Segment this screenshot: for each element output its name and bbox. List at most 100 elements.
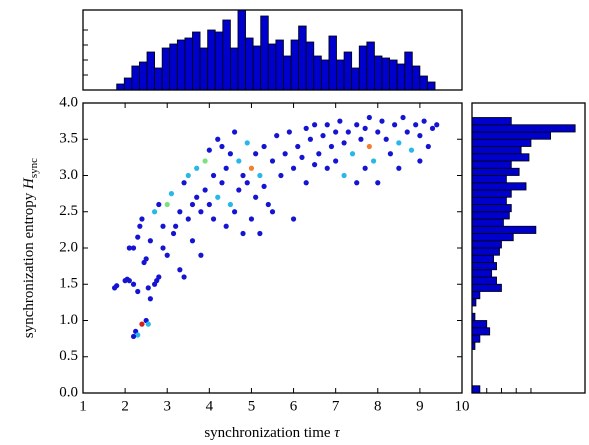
scatter-point: [160, 245, 166, 251]
scatter-point: [156, 201, 162, 208]
histogram-bar: [471, 262, 497, 271]
scatter-point: [392, 122, 398, 128]
scatter-point: [177, 267, 183, 273]
x-tick-label: 2: [121, 398, 129, 414]
scatter-point: [387, 151, 394, 157]
histogram-bar: [161, 47, 171, 91]
x-tick-label: 8: [374, 398, 382, 414]
scatter-point: [366, 114, 372, 121]
scatter-point: [261, 143, 267, 150]
scatter-point: [143, 256, 149, 262]
scatter-point: [185, 172, 191, 179]
histogram-bar: [283, 55, 292, 91]
scatter-point: [248, 216, 255, 222]
scatter-point: [366, 143, 372, 150]
y-label-symbol: H: [21, 177, 37, 190]
scatter-point: [126, 278, 132, 284]
scatter-point: [269, 209, 276, 215]
histogram-bar: [471, 247, 500, 256]
scatter-point: [198, 252, 204, 258]
scatter-point: [215, 136, 221, 142]
scatter-point: [421, 118, 427, 124]
scatter-point: [290, 165, 297, 171]
scatter-point: [408, 147, 415, 153]
scatter-point: [147, 238, 153, 244]
axes-frame: [82, 102, 463, 394]
scatter-point: [362, 165, 368, 171]
y-tick-label: 1.0: [59, 312, 78, 328]
scatter-point: [164, 201, 170, 208]
scatter-point: [135, 288, 141, 295]
scatter-point: [168, 191, 175, 197]
scatter-point: [333, 129, 339, 135]
scatter-point: [206, 201, 212, 208]
histogram-bar: [214, 31, 224, 91]
scatter-point: [307, 136, 313, 142]
histogram-bar: [123, 77, 133, 91]
histogram-bar: [169, 43, 178, 91]
scatter-point: [261, 183, 267, 189]
scatter-point: [417, 158, 423, 164]
histogram-bar: [471, 283, 502, 292]
histogram-bar: [229, 47, 239, 91]
scatter-point: [253, 151, 259, 157]
scatter-point: [299, 154, 305, 160]
scatter-point: [257, 172, 263, 179]
x-tick-label: 10: [455, 398, 470, 414]
scatter-point: [219, 180, 225, 186]
histogram-bar: [298, 25, 307, 91]
scatter-point: [417, 133, 423, 139]
histogram-bar: [411, 65, 421, 91]
scatter-point: [354, 180, 360, 186]
histogram-bar: [260, 15, 269, 91]
scatter-point: [354, 122, 360, 128]
histogram-bar: [336, 59, 345, 91]
scatter-point: [202, 187, 208, 193]
scatter-point: [303, 125, 309, 131]
scatter-point: [232, 209, 238, 215]
scatter-point: [236, 187, 242, 193]
x-tick-label: 6: [290, 398, 298, 414]
scatter-point: [379, 118, 385, 124]
scatter-point: [265, 201, 271, 208]
histogram-bar: [471, 117, 512, 126]
histogram-bar: [192, 31, 201, 91]
scatter-point: [126, 245, 132, 251]
scatter-point: [160, 223, 166, 229]
histogram-bar: [471, 218, 504, 227]
scatter-point: [295, 143, 301, 150]
scatter-point: [400, 114, 406, 121]
y-label-text: synchronization entropy: [21, 192, 37, 338]
scatter-point: [173, 223, 179, 229]
x-tick-label: 4: [206, 398, 214, 414]
histogram-bar: [154, 67, 163, 91]
scatter-point: [223, 223, 229, 229]
x-label-text: synchronization time: [204, 425, 331, 441]
histogram-bar: [471, 160, 512, 169]
scatter-point: [345, 129, 351, 135]
scatter-point: [181, 180, 187, 186]
histogram-bar: [419, 75, 428, 91]
scatter-point: [429, 125, 436, 131]
histogram-bar: [131, 65, 140, 91]
scatter-point: [145, 321, 151, 327]
histogram-bar: [471, 225, 537, 234]
scatter-point: [316, 151, 322, 157]
histogram-bar: [471, 385, 481, 394]
scatter-point: [248, 165, 255, 171]
scatter-point: [219, 143, 225, 150]
scatter-point: [320, 133, 326, 139]
scatter-point: [341, 172, 347, 179]
scatter-point: [177, 209, 183, 215]
histogram-bar: [471, 211, 510, 220]
histogram-bar: [471, 146, 522, 155]
scatter-point: [434, 122, 440, 128]
scatter-point: [139, 321, 145, 327]
scatter-point: [362, 125, 368, 131]
scatter-point: [206, 147, 212, 153]
x-tick-label: 5: [248, 398, 256, 414]
scatter-point: [202, 158, 208, 164]
scatter-point: [282, 151, 288, 157]
histogram-bar: [275, 39, 284, 91]
